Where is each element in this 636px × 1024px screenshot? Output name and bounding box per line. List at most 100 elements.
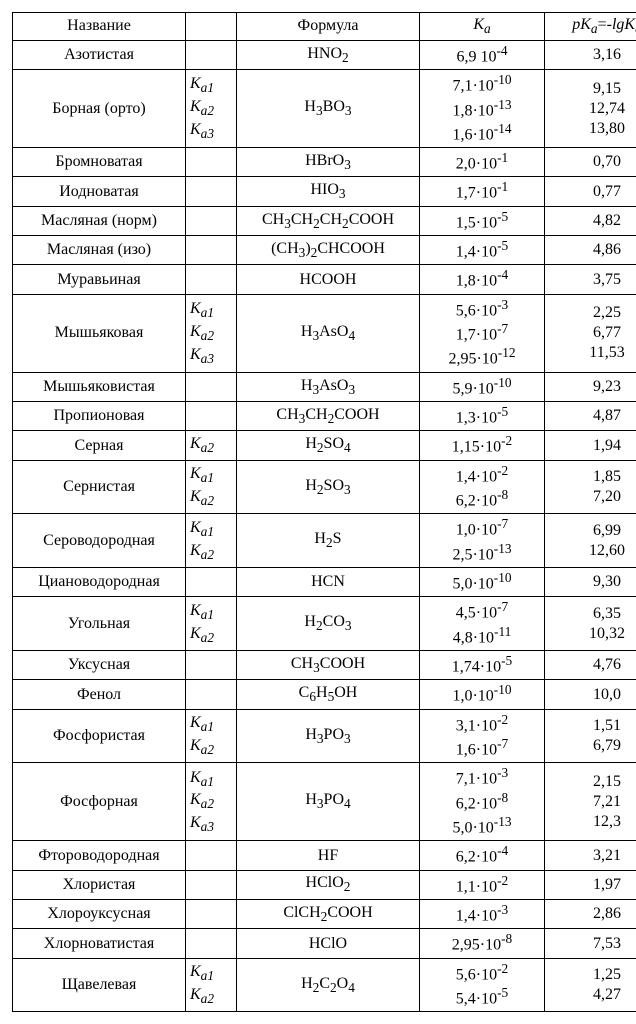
cell-pka: 1,516,79 (545, 709, 636, 763)
cell-name: Азотистая (13, 40, 186, 69)
acid-constants-table: НазваниеФормулаKapKa=-lgKaАзотистаяHNO26… (12, 12, 636, 1012)
cell-ka: 2,95·10-8 (420, 929, 545, 958)
cell-pka: 1,94 (545, 431, 636, 460)
cell-const (186, 148, 237, 177)
cell-name: Фенол (13, 680, 186, 709)
cell-name: Фосфорная (13, 763, 186, 841)
cell-const: Ka1Ka2 (186, 709, 237, 763)
table-row: Масляная (изо)(CH3)2CHCOOH1,4·10-54,86 (13, 236, 636, 265)
cell-pka: 4,87 (545, 402, 636, 431)
cell-formula: ClCH2COOH (237, 900, 420, 929)
table-row: ФтороводороднаяHF6,2·10-43,21 (13, 841, 636, 870)
header-const (186, 13, 237, 41)
cell-pka: 2,86 (545, 900, 636, 929)
cell-formula: HClO2 (237, 870, 420, 899)
table-row: АзотистаяHNO26,9 10-43,16 (13, 40, 636, 69)
cell-formula: H2CO3 (237, 597, 420, 651)
cell-ka: 1,1·10-2 (420, 870, 545, 899)
cell-pka: 6,3510,32 (545, 597, 636, 651)
cell-ka: 1,0·10-10 (420, 680, 545, 709)
cell-formula: (CH3)2CHCOOH (237, 236, 420, 265)
cell-const (186, 870, 237, 899)
table-row: Масляная (норм) CH3CH2CH2COOH1,5·10-54,82 (13, 206, 636, 235)
table-row: МышьяковаяKa1Ka2Ka3H3AsO45,6·10-31,7·10-… (13, 294, 636, 372)
cell-const: Ka1Ka2 (186, 514, 237, 568)
cell-formula: HClO (237, 929, 420, 958)
cell-pka: 1,254,27 (545, 958, 636, 1012)
cell-name: Хлористая (13, 870, 186, 899)
table-row: ФосфорнаяKa1Ka2Ka3H3PO47,1·10-36,2·10-85… (13, 763, 636, 841)
table-row: ХлороуксуснаяClCH2COOH1,4·10-32,86 (13, 900, 636, 929)
table-row: ФосфористаяKa1Ka2H3PO33,1·10-21,6·10-71,… (13, 709, 636, 763)
cell-formula: H2C2O4 (237, 958, 420, 1012)
cell-name: Щавелевая (13, 958, 186, 1012)
cell-name: Фтороводородная (13, 841, 186, 870)
header-ka: Ka (420, 13, 545, 41)
cell-ka: 5,6·10-25,4·10-5 (420, 958, 545, 1012)
cell-const (186, 372, 237, 401)
cell-formula: H3PO3 (237, 709, 420, 763)
cell-name: Пропионовая (13, 402, 186, 431)
cell-name: Фосфористая (13, 709, 186, 763)
cell-const (186, 177, 237, 206)
table-row: ПропионоваяCH3CH2COOH1,3·10-54,87 (13, 402, 636, 431)
cell-const (186, 568, 237, 597)
cell-name: Борная (орто) (13, 70, 186, 148)
cell-ka: 1,4·10-5 (420, 236, 545, 265)
cell-ka: 4,5·10-74,8·10-11 (420, 597, 545, 651)
cell-const (186, 40, 237, 69)
cell-formula: H2S (237, 514, 420, 568)
cell-pka: 0,70 (545, 148, 636, 177)
cell-name: Хлороуксусная (13, 900, 186, 929)
table-row: Хлористая HClO21,1·10-21,97 (13, 870, 636, 899)
table-row: ЩавелеваяKa1Ka2H2C2O45,6·10-25,4·10-51,2… (13, 958, 636, 1012)
table-body: НазваниеФормулаKapKa=-lgKaАзотистаяHNO26… (13, 13, 636, 1012)
cell-ka: 3,1·10-21,6·10-7 (420, 709, 545, 763)
cell-pka: 9,30 (545, 568, 636, 597)
cell-formula: H2SO4 (237, 431, 420, 460)
cell-const (186, 841, 237, 870)
cell-pka: 4,82 (545, 206, 636, 235)
cell-const: Ka1Ka2 (186, 958, 237, 1012)
cell-const: Ka1Ka2Ka3 (186, 763, 237, 841)
cell-ka: 1,4·10-26,2·10-8 (420, 460, 545, 514)
cell-ka: 1,5·10-5 (420, 206, 545, 235)
cell-ka: 1,0·10-72,5·10-13 (420, 514, 545, 568)
cell-pka: 3,21 (545, 841, 636, 870)
cell-name: Мышьяковая (13, 294, 186, 372)
cell-formula: H3PO4 (237, 763, 420, 841)
cell-name: Масляная (норм) (13, 206, 186, 235)
header-name: Название (13, 13, 186, 41)
cell-formula: HCOOH (237, 265, 420, 294)
cell-pka: 4,76 (545, 651, 636, 680)
cell-formula: H3AsO3 (237, 372, 420, 401)
cell-name: Муравьиная (13, 265, 186, 294)
cell-pka: 3,75 (545, 265, 636, 294)
cell-pka: 3,16 (545, 40, 636, 69)
cell-const: Ka1Ka2Ka3 (186, 70, 237, 148)
cell-name: Иодноватая (13, 177, 186, 206)
cell-ka: 1,15·10-2 (420, 431, 545, 460)
header-row: НазваниеФормулаKapKa=-lgKa (13, 13, 636, 41)
cell-pka: 1,97 (545, 870, 636, 899)
cell-pka: 7,53 (545, 929, 636, 958)
cell-name: Серная (13, 431, 186, 460)
cell-ka: 1,8·10-4 (420, 265, 545, 294)
cell-pka: 0,77 (545, 177, 636, 206)
table-row: МышьяковистаяH3AsO35,9·10-109,23 (13, 372, 636, 401)
cell-pka: 2,256,7711,53 (545, 294, 636, 372)
cell-name: Хлорноватистая (13, 929, 186, 958)
cell-ka: 5,6·10-31,7·10-72,95·10-12 (420, 294, 545, 372)
table-row: Борная (орто)Ka1Ka2Ka3H3BO37,1·10-101,8·… (13, 70, 636, 148)
header-formula: Формула (237, 13, 420, 41)
cell-name: Уксусная (13, 651, 186, 680)
table-row: СероводороднаяKa1Ka2H2S1,0·10-72,5·10-13… (13, 514, 636, 568)
cell-formula: H3BO3 (237, 70, 420, 148)
cell-ka: 1,7·10-1 (420, 177, 545, 206)
cell-formula: CH3CH2COOH (237, 402, 420, 431)
cell-formula: CH3CH2CH2COOH (237, 206, 420, 235)
cell-const (186, 265, 237, 294)
cell-formula: HBrO3 (237, 148, 420, 177)
cell-pka: 9,1512,7413,80 (545, 70, 636, 148)
cell-const (186, 929, 237, 958)
